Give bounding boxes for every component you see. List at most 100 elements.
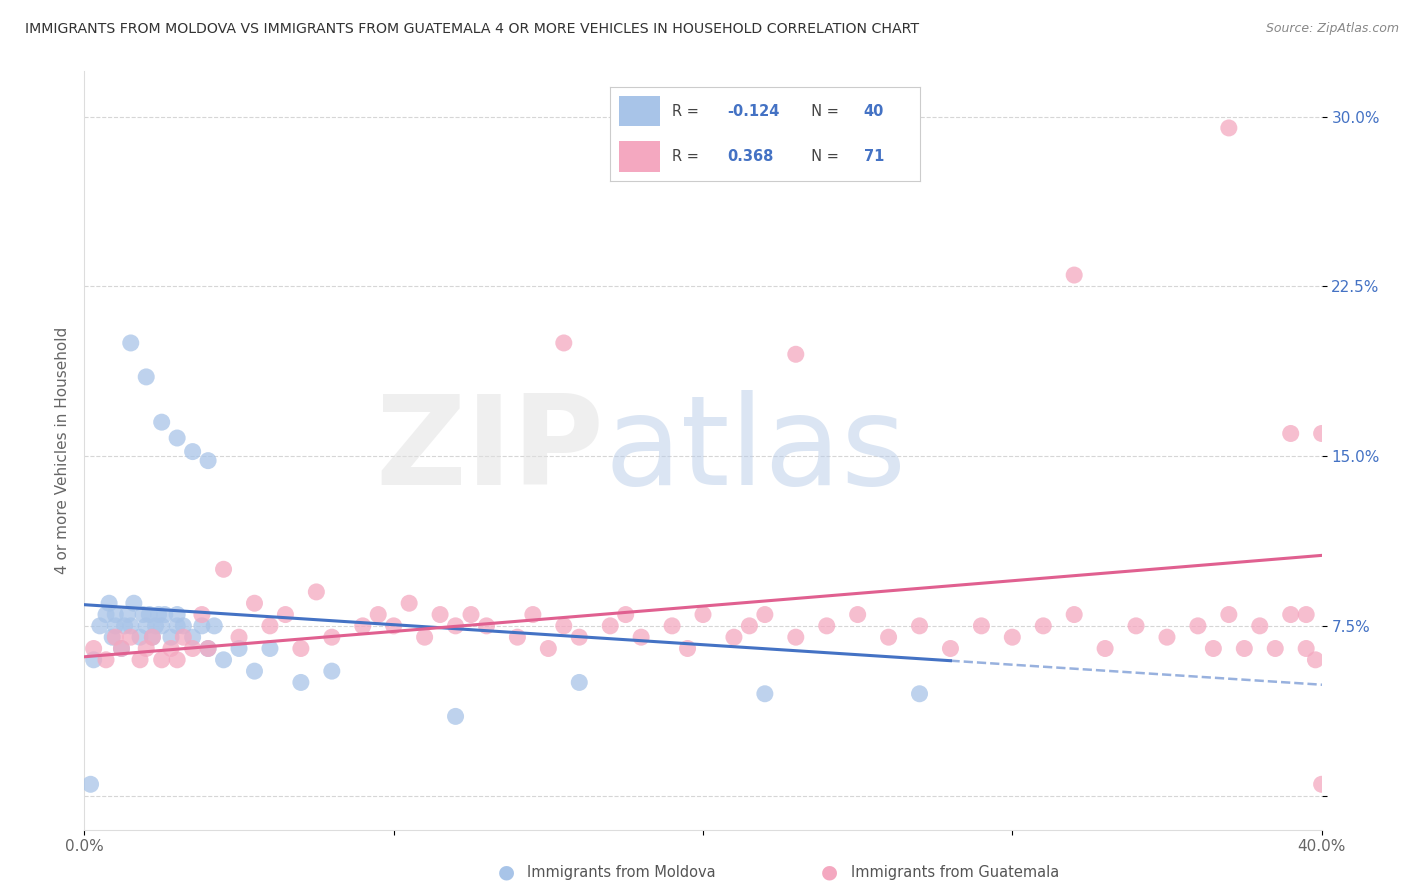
Point bbox=[614, 607, 637, 622]
Point bbox=[1063, 607, 1085, 622]
Point bbox=[145, 619, 167, 633]
Point bbox=[122, 596, 145, 610]
Point bbox=[117, 607, 139, 622]
Text: Immigrants from Moldova: Immigrants from Moldova bbox=[527, 865, 716, 880]
Point bbox=[568, 630, 591, 644]
Point bbox=[692, 607, 714, 622]
Point bbox=[723, 630, 745, 644]
Point bbox=[1156, 630, 1178, 644]
Text: ●: ● bbox=[821, 863, 838, 882]
Point bbox=[120, 619, 142, 633]
Point bbox=[191, 619, 214, 633]
Point bbox=[908, 619, 931, 633]
Point bbox=[166, 607, 188, 622]
Point bbox=[785, 347, 807, 361]
Point bbox=[1295, 607, 1317, 622]
Point bbox=[83, 653, 105, 667]
Point bbox=[321, 630, 343, 644]
Point bbox=[212, 653, 235, 667]
Point bbox=[150, 653, 173, 667]
Point bbox=[599, 619, 621, 633]
Point bbox=[98, 596, 121, 610]
Point bbox=[1187, 619, 1209, 633]
Point bbox=[754, 607, 776, 622]
Point bbox=[166, 619, 188, 633]
Point bbox=[150, 619, 173, 633]
Point bbox=[290, 675, 312, 690]
Point bbox=[382, 619, 405, 633]
Point bbox=[166, 431, 188, 445]
Point bbox=[135, 619, 157, 633]
Point bbox=[160, 630, 183, 644]
Point bbox=[191, 607, 214, 622]
Point bbox=[568, 675, 591, 690]
Point bbox=[150, 415, 173, 429]
Point bbox=[908, 687, 931, 701]
Point bbox=[413, 630, 436, 644]
Text: Immigrants from Guatemala: Immigrants from Guatemala bbox=[851, 865, 1059, 880]
Point bbox=[132, 607, 155, 622]
Point bbox=[553, 619, 575, 633]
Point bbox=[259, 641, 281, 656]
Point bbox=[212, 562, 235, 576]
Point bbox=[141, 630, 163, 644]
Point bbox=[352, 619, 374, 633]
Point bbox=[970, 619, 993, 633]
Point bbox=[661, 619, 683, 633]
Point bbox=[104, 619, 127, 633]
Point bbox=[110, 641, 132, 656]
Point bbox=[1001, 630, 1024, 644]
Point bbox=[110, 641, 132, 656]
Point bbox=[506, 630, 529, 644]
Point bbox=[197, 641, 219, 656]
Point bbox=[181, 444, 204, 458]
Point bbox=[444, 619, 467, 633]
Text: ●: ● bbox=[498, 863, 515, 882]
Point bbox=[259, 619, 281, 633]
Point bbox=[181, 630, 204, 644]
Point bbox=[228, 630, 250, 644]
Point bbox=[243, 664, 266, 678]
Point bbox=[305, 585, 328, 599]
Point bbox=[1218, 120, 1240, 135]
Point bbox=[754, 687, 776, 701]
Point bbox=[1032, 619, 1054, 633]
Point bbox=[1264, 641, 1286, 656]
Point bbox=[101, 630, 124, 644]
Point bbox=[166, 653, 188, 667]
Point bbox=[939, 641, 962, 656]
Point bbox=[120, 630, 142, 644]
Point bbox=[1125, 619, 1147, 633]
Point bbox=[785, 630, 807, 644]
Point bbox=[877, 630, 900, 644]
Text: ZIP: ZIP bbox=[375, 390, 605, 511]
Y-axis label: 4 or more Vehicles in Household: 4 or more Vehicles in Household bbox=[55, 326, 70, 574]
Point bbox=[114, 619, 136, 633]
Point bbox=[89, 619, 111, 633]
Point bbox=[243, 596, 266, 610]
Point bbox=[94, 653, 117, 667]
Point bbox=[160, 641, 183, 656]
Point bbox=[129, 653, 152, 667]
Text: IMMIGRANTS FROM MOLDOVA VS IMMIGRANTS FROM GUATEMALA 4 OR MORE VEHICLES IN HOUSE: IMMIGRANTS FROM MOLDOVA VS IMMIGRANTS FR… bbox=[25, 22, 920, 37]
Point bbox=[630, 630, 652, 644]
Point bbox=[429, 607, 451, 622]
Point bbox=[148, 607, 170, 622]
Point bbox=[1295, 641, 1317, 656]
Point bbox=[444, 709, 467, 723]
Point bbox=[153, 607, 176, 622]
Point bbox=[172, 630, 194, 644]
Point bbox=[553, 335, 575, 350]
Point bbox=[94, 607, 117, 622]
Point bbox=[197, 453, 219, 467]
Point bbox=[1063, 268, 1085, 282]
Point bbox=[460, 607, 482, 622]
Point bbox=[104, 607, 127, 622]
Point bbox=[141, 630, 163, 644]
Point bbox=[172, 619, 194, 633]
Point bbox=[228, 641, 250, 656]
Point bbox=[138, 607, 160, 622]
Point bbox=[537, 641, 560, 656]
Point bbox=[522, 607, 544, 622]
Point bbox=[1279, 426, 1302, 441]
